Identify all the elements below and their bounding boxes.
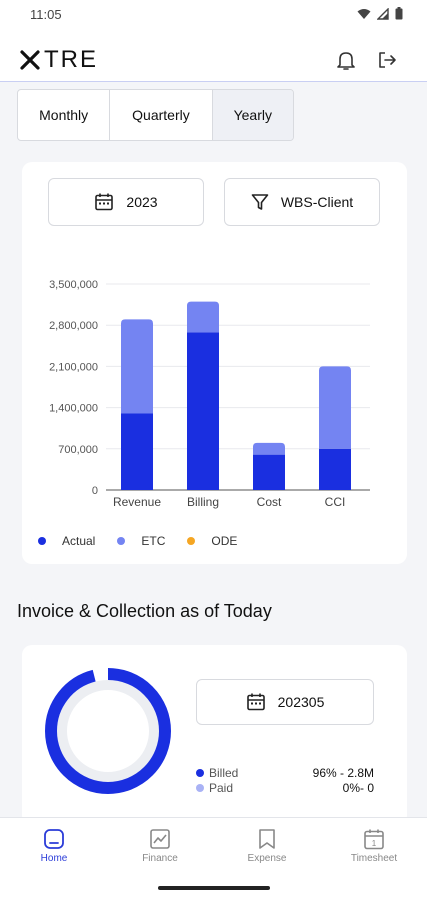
- stacked-bar-chart: 3,500,000 2,800,000 2,100,000 1,400,000 700,…: [49, 279, 370, 509]
- nav-finance[interactable]: Finance: [120, 828, 200, 864]
- battery-icon: [395, 7, 403, 20]
- invoice-period-label: 202305: [277, 694, 325, 710]
- paid-label: Paid: [209, 780, 234, 795]
- logout-icon[interactable]: [377, 50, 397, 70]
- logo-x-icon: [20, 50, 40, 70]
- calendar-icon: [95, 193, 114, 211]
- chart-card: 2023 WBS-Client 3,500,000 2,800,000 2,100,…: [22, 162, 407, 564]
- calendar-icon: [246, 693, 265, 711]
- nav-home[interactable]: Home: [14, 828, 94, 864]
- header-actions: [337, 50, 397, 70]
- legend-item-etc[interactable]: ETC: [117, 534, 165, 548]
- bottom-navigation: Home Finance Expense 1 Timesheet: [0, 817, 427, 900]
- invoice-section-title: Invoice & Collection as of Today: [17, 601, 272, 621]
- invoice-donut-chart: [45, 668, 171, 794]
- billed-dot-icon: [196, 768, 204, 777]
- nav-timesheet[interactable]: 1 Timesheet: [334, 828, 414, 864]
- year-filter-button[interactable]: 2023: [48, 178, 204, 226]
- invoice-row-paid: Paid 0%- 0: [196, 780, 374, 795]
- legend-label: ODE: [211, 534, 238, 548]
- legend-dot-icon: [38, 537, 46, 545]
- finance-icon: [150, 829, 170, 849]
- donut-billed-arc: [45, 668, 171, 794]
- nav-expense-label: Expense: [247, 853, 287, 864]
- legend-label: Actual: [62, 534, 96, 548]
- bar-cci-actual[interactable]: [319, 448, 351, 490]
- bar-billing-etc[interactable]: [187, 301, 219, 333]
- status-bar: 11:05: [0, 0, 427, 30]
- tab-monthly[interactable]: Monthly: [18, 90, 111, 140]
- status-icons: [357, 7, 403, 20]
- bar-cost-etc[interactable]: [253, 442, 285, 455]
- wbs-filter-label: WBS-Client: [280, 194, 354, 210]
- invoice-row-billed: Billed 96% - 2.8M: [196, 765, 374, 780]
- app-logo: TRE: [20, 46, 98, 74]
- bar-revenue-etc[interactable]: [121, 319, 153, 414]
- billed-value: 96% - 2.8M: [312, 765, 374, 780]
- home-icon: [44, 829, 64, 849]
- invoice-period-button[interactable]: 202305: [196, 679, 374, 725]
- nav-expense[interactable]: Expense: [227, 828, 307, 864]
- expense-icon: [259, 829, 275, 849]
- bell-icon[interactable]: [337, 50, 355, 70]
- period-segmented-control: Monthly Quarterly Yearly: [17, 89, 294, 141]
- legend-item-ode[interactable]: ODE: [187, 534, 237, 548]
- legend-dot-icon: [117, 537, 126, 545]
- timesheet-icon: 1: [364, 829, 384, 850]
- legend-dot-icon: [187, 537, 196, 545]
- year-filter-label: 2023: [126, 194, 158, 210]
- status-time: 11:05: [30, 7, 62, 22]
- bar-billing-actual[interactable]: [187, 332, 219, 490]
- invoice-card: 202305 Billed 96% - 2.8M Paid 0%- 0: [22, 645, 407, 825]
- wifi-icon: [357, 8, 371, 19]
- y-tick-label: 2,100,000: [49, 361, 98, 373]
- paid-value: 0%- 0: [342, 780, 374, 795]
- wbs-filter-button[interactable]: WBS-Client: [224, 178, 380, 226]
- nav-home-label: Home: [40, 853, 68, 864]
- x-tick-label: Cost: [257, 495, 282, 509]
- y-tick-label: 3,500,000: [49, 279, 98, 291]
- chart-legend: Actual ETC ODE: [38, 534, 259, 548]
- app-header: TRE: [0, 30, 427, 82]
- donut-inner-ring: [57, 680, 159, 782]
- x-tick-label: Revenue: [113, 495, 161, 509]
- paid-dot-icon: [196, 783, 204, 792]
- home-indicator: [158, 886, 270, 890]
- nav-finance-label: Finance: [142, 853, 178, 864]
- y-tick-label: 0: [92, 485, 98, 497]
- filter-icon: [251, 194, 269, 210]
- y-tick-label: 1,400,000: [49, 403, 98, 415]
- tab-quarterly[interactable]: Quarterly: [110, 90, 213, 140]
- bar-cci-etc[interactable]: [319, 366, 351, 449]
- timesheet-day-number: 1: [372, 839, 377, 848]
- legend-label: ETC: [141, 534, 166, 548]
- y-tick-label: 2,800,000: [49, 320, 98, 332]
- bar-cost-actual[interactable]: [253, 454, 285, 490]
- invoice-legend: Billed 96% - 2.8M Paid 0%- 0: [196, 765, 374, 795]
- logo-text: TRE: [44, 46, 98, 73]
- tab-yearly[interactable]: Yearly: [212, 90, 293, 140]
- nav-timesheet-label: Timesheet: [350, 853, 398, 864]
- billed-label: Billed: [209, 765, 239, 780]
- bar-revenue-actual[interactable]: [121, 413, 153, 490]
- y-tick-label: 700,000: [58, 444, 98, 456]
- legend-item-actual[interactable]: Actual: [38, 534, 95, 548]
- x-tick-label: CCI: [325, 495, 346, 509]
- x-tick-label: Billing: [187, 495, 219, 509]
- signal-icon: [377, 7, 389, 20]
